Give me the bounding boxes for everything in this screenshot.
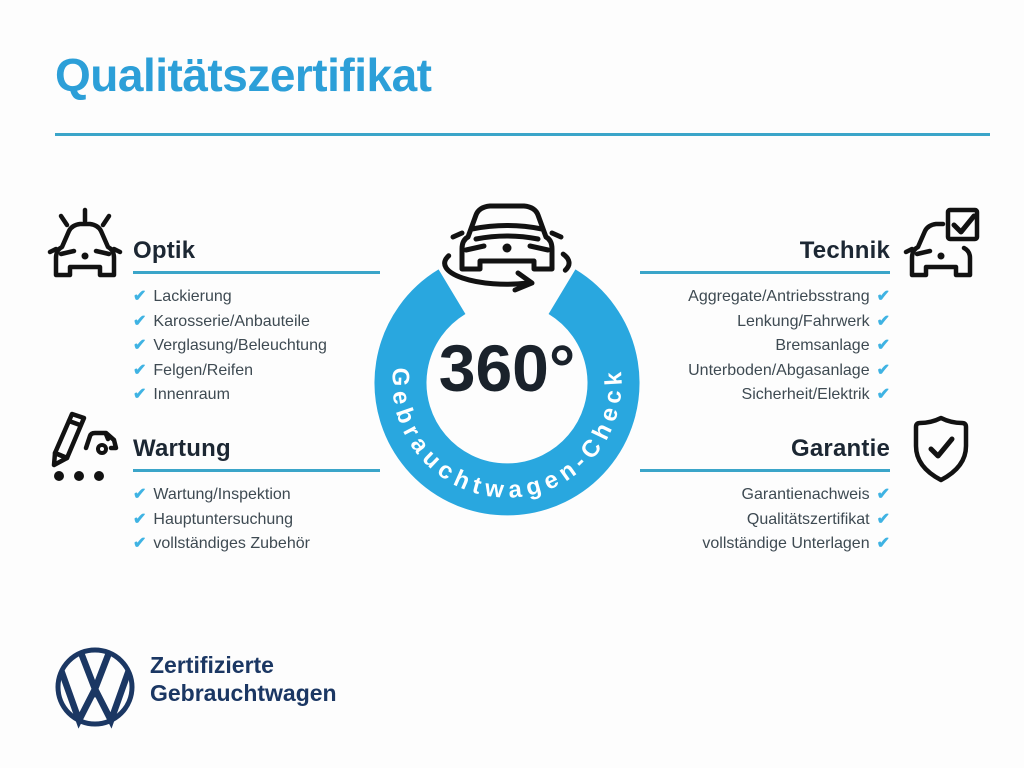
check-item-label: Sicherheit/Elektrik	[741, 386, 870, 404]
check-item-label: Garantienachweis	[741, 486, 870, 504]
check-item-label: Felgen/Reifen	[153, 361, 254, 379]
check-item: vollständige Unterlagen ✔	[640, 532, 890, 557]
section-title-wartung: Wartung	[133, 435, 231, 462]
footer-line-1: Zertifizierte	[150, 652, 274, 678]
check-icon: ✔	[876, 361, 890, 379]
check-item: ✔ Lackierung	[133, 285, 380, 310]
check-item: Lenkung/Fahrwerk ✔	[640, 310, 890, 335]
check-icon: ✔	[133, 361, 147, 379]
check-item-label: vollständige Unterlagen	[702, 535, 870, 553]
section-title-garantie: Garantie	[791, 435, 890, 462]
check-item: ✔ Felgen/Reifen	[133, 359, 380, 384]
check-item-label: Bremsanlage	[775, 337, 870, 355]
check-item: Bremsanlage ✔	[640, 334, 890, 359]
check-icon: ✔	[876, 337, 890, 355]
check-icon: ✔	[133, 312, 147, 330]
check-item-label: Karosserie/Anbauteile	[153, 312, 310, 330]
check-item-label: vollständiges Zubehör	[153, 535, 310, 553]
check-item-label: Hauptuntersuchung	[153, 510, 294, 528]
title-divider	[55, 133, 990, 136]
shield-check-icon	[907, 414, 975, 491]
badge-ring	[374, 269, 640, 516]
check-item: Unterboden/Abgasanlage ✔	[640, 359, 890, 384]
badge-360: 360° Gebrauchtwagen-Check	[372, 193, 642, 528]
check-item-label: Lenkung/Fahrwerk	[737, 312, 870, 330]
check-item: ✔ Innenraum	[133, 383, 380, 408]
check-icon: ✔	[133, 337, 147, 355]
check-icon: ✔	[133, 288, 147, 306]
badge-degrees: 360°	[439, 331, 576, 405]
car-shine-icon	[45, 204, 125, 289]
check-item: Aggregate/Antriebsstrang ✔	[640, 285, 890, 310]
optik-checklist: ✔ Lackierung ✔ Karosserie/Anbauteile ✔ Verg…	[133, 285, 380, 408]
check-item: ✔ vollständiges Zubehör	[133, 532, 380, 557]
vw-logo	[53, 645, 137, 734]
check-item-label: Innenraum	[153, 386, 230, 404]
pencil-checklist-car-icon	[42, 408, 122, 493]
check-icon: ✔	[133, 510, 147, 528]
check-item: Garantienachweis ✔	[640, 483, 890, 508]
check-icon: ✔	[876, 386, 890, 404]
section-technik: Technik Aggregate/Antriebsstrang ✔ Lenkun…	[640, 238, 890, 408]
footer-line-2: Gebrauchtwagen	[150, 680, 337, 706]
check-item-label: Unterboden/Abgasanlage	[688, 361, 870, 379]
check-icon: ✔	[876, 535, 890, 553]
check-icon: ✔	[876, 510, 890, 528]
section-title-optik: Optik	[133, 237, 196, 264]
section-title-technik: Technik	[799, 237, 890, 264]
check-item: ✔ Karosserie/Anbauteile	[133, 310, 380, 335]
check-icon: ✔	[133, 386, 147, 404]
check-item: Qualitätszertifikat ✔	[640, 508, 890, 533]
section-divider	[640, 469, 890, 472]
garantie-checklist: Garantienachweis ✔ Qualitätszertifikat ✔ v…	[640, 483, 890, 557]
check-item-label: Qualitätszertifikat	[746, 510, 870, 528]
check-icon: ✔	[876, 288, 890, 306]
page-title: Qualitätszertifikat	[55, 49, 432, 101]
check-icon: ✔	[133, 486, 147, 504]
check-item-label: Wartung/Inspektion	[153, 486, 291, 504]
check-item: ✔ Wartung/Inspektion	[133, 483, 380, 508]
section-divider	[133, 469, 380, 472]
check-item-label: Lackierung	[153, 288, 232, 306]
wartung-checklist: ✔ Wartung/Inspektion ✔ Hauptuntersuchung ✔…	[133, 483, 380, 557]
section-divider	[640, 271, 890, 274]
section-divider	[133, 271, 380, 274]
check-icon: ✔	[876, 486, 890, 504]
footer-brand-text: Zertifizierte Gebrauchtwagen	[150, 651, 337, 707]
check-item: ✔ Hauptuntersuchung	[133, 508, 380, 533]
car-rotation-icon	[442, 203, 572, 293]
check-item-label: Verglasung/Beleuchtung	[153, 337, 327, 355]
car-checkbox-icon	[903, 204, 983, 289]
section-garantie: Garantie Garantienachweis ✔ Qualitätszert…	[640, 436, 890, 557]
section-wartung: Wartung ✔ Wartung/Inspektion ✔ Hauptunters…	[133, 436, 380, 557]
check-icon: ✔	[876, 312, 890, 330]
check-icon: ✔	[133, 535, 147, 553]
section-optik: Optik ✔ Lackierung ✔ Karosserie/Anbauteile…	[133, 238, 380, 408]
technik-checklist: Aggregate/Antriebsstrang ✔ Lenkung/Fahrwe…	[640, 285, 890, 408]
check-item-label: Aggregate/Antriebsstrang	[688, 288, 870, 306]
check-item: Sicherheit/Elektrik ✔	[640, 383, 890, 408]
check-item: ✔ Verglasung/Beleuchtung	[133, 334, 380, 359]
